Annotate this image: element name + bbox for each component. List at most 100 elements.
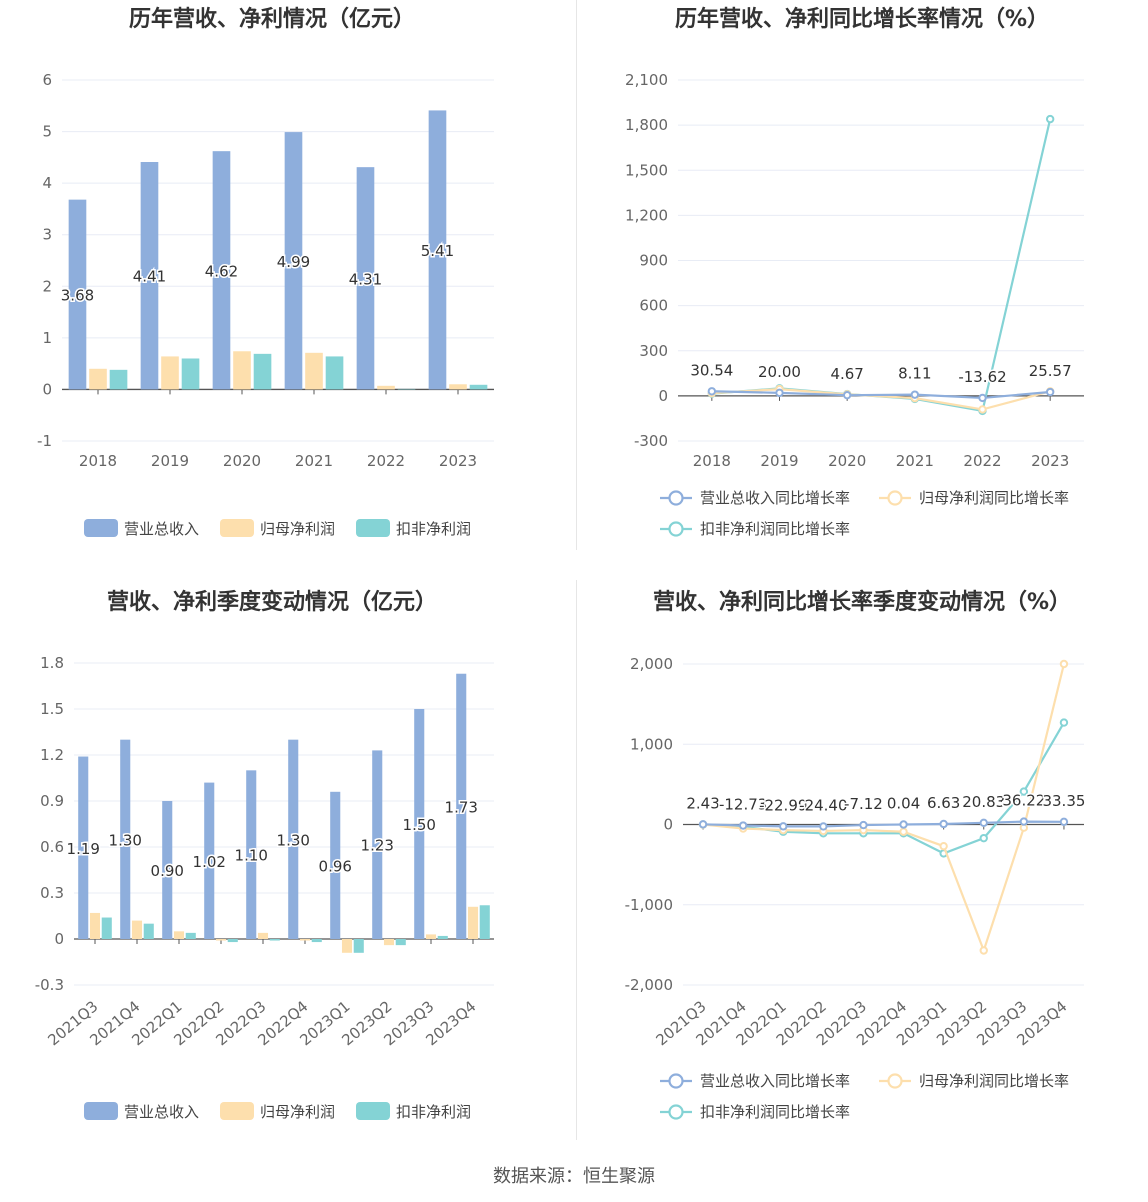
y-tick-label: 1,500	[625, 161, 668, 179]
legend-label: 归母净利润	[260, 1103, 335, 1121]
bar-parent-profit	[89, 368, 107, 390]
bar-parent-profit	[383, 939, 395, 946]
bar-value-label: 4.99	[277, 253, 310, 271]
legend-swatch	[84, 1102, 118, 1120]
chart-annual-amounts: 历年营收、净利情况（亿元） -1 0 1 2 3 4 5 6 2018 2019 2020 2021 20…	[0, 0, 574, 560]
bar-deducted-profit	[227, 939, 238, 943]
data-source-note: 数据来源：恒生聚源	[493, 1166, 655, 1187]
bar-value-label: 1.19	[67, 840, 100, 858]
y-tick-label: -1,000	[625, 896, 673, 914]
bar-revenue	[68, 199, 87, 390]
bar-deducted-profit	[185, 932, 196, 939]
series-point	[1059, 718, 1069, 727]
x-tick-label: 2018	[693, 452, 731, 470]
y-tick-label: 1	[42, 329, 52, 347]
bar-value-label: 1.50	[403, 816, 436, 834]
y-tick-label: 0	[658, 387, 668, 405]
bar-deducted-profit	[181, 358, 200, 390]
y-tick-label: 1.5	[40, 700, 64, 718]
bar-parent-profit	[449, 384, 467, 390]
series-point	[698, 820, 708, 829]
bar-parent-profit	[173, 931, 185, 939]
y-tick-label: 0.6	[40, 838, 64, 856]
y-tick-label: 0	[663, 816, 673, 834]
point-value-label: 33.35	[1042, 792, 1085, 810]
x-tick-label: 2022	[367, 452, 405, 470]
bar-parent-profit	[299, 939, 311, 941]
bar-deducted-profit	[469, 384, 488, 390]
y-tick-label: 0	[42, 380, 52, 398]
series-point	[1045, 387, 1055, 397]
bar-revenue	[246, 770, 257, 939]
point-value-label: 8.11	[898, 365, 931, 383]
bar-revenue	[428, 110, 447, 390]
series-point	[707, 387, 717, 396]
legend-marker	[668, 1104, 684, 1120]
legend-label: 扣非净利润同比增长率	[700, 520, 850, 538]
y-tick-label: 3	[42, 226, 52, 244]
legend-label: 营业总收入同比增长率	[700, 489, 850, 507]
y-tick-label: 300	[639, 342, 668, 360]
bar-deducted-profit	[101, 917, 112, 939]
chart-title: 营收、净利季度变动情况（亿元）	[107, 589, 437, 615]
y-tick-label: 5	[42, 123, 52, 141]
y-tick-label: 1,800	[625, 116, 668, 134]
series-line-parent-profit-growth	[702, 663, 1066, 954]
bar-value-label: 0.90	[151, 862, 184, 880]
point-value-label: 20.00	[758, 363, 801, 381]
series-point	[1059, 659, 1069, 669]
series-point	[779, 822, 788, 831]
y-tick-label: 600	[639, 297, 668, 315]
legend-label: 营业总收入同比增长率	[700, 1072, 850, 1090]
series-point	[899, 820, 908, 829]
y-tick-label: 2,100	[625, 71, 668, 89]
x-tick-label: 2020	[828, 452, 866, 470]
legend-label: 扣非净利润同比增长率	[700, 1103, 850, 1121]
bar-deducted-profit	[253, 353, 272, 390]
point-value-label: -13.62	[958, 368, 1006, 386]
series-point	[910, 390, 920, 399]
series-point	[939, 819, 948, 829]
bar-value-label: 1.30	[277, 831, 310, 849]
chart-title: 历年营收、净利同比增长率情况（%）	[675, 6, 1049, 32]
series-line-parent-profit-growth	[711, 388, 1051, 411]
legend-swatch	[356, 1102, 390, 1120]
x-tick-label: 2021	[295, 452, 333, 470]
point-value-label: 20.83	[962, 793, 1005, 811]
chart-quarterly-amounts: 营收、净利季度变动情况（亿元） -0.3 0 0.3 0.6 0.9 1.2 1.5 1.8 20…	[0, 578, 574, 1150]
point-value-label: 2.43	[686, 794, 719, 812]
point-value-label: 36.22	[1002, 792, 1045, 810]
bar-revenue	[204, 782, 215, 939]
bar-revenue	[330, 791, 341, 939]
bar-value-label: 4.41	[133, 268, 166, 286]
series-point	[978, 405, 987, 414]
series-line-deducted-profit-growth	[702, 722, 1065, 855]
legend-label: 归母净利润同比增长率	[919, 489, 1069, 507]
x-tick-label: 2019	[760, 452, 798, 470]
bar-revenue	[140, 161, 159, 390]
point-value-label: 30.54	[690, 361, 733, 379]
legend-label: 营业总收入	[124, 520, 199, 538]
bar-parent-profit	[161, 356, 179, 390]
bar-value-label: 0.96	[319, 857, 352, 875]
legend-marker	[887, 1073, 903, 1089]
bar-parent-profit	[215, 939, 227, 941]
x-tick-label: 2023	[439, 452, 477, 470]
x-tick-label: 2018	[79, 452, 117, 470]
bar-deducted-profit	[353, 939, 364, 953]
bar-value-label: 1.10	[235, 847, 268, 865]
bar-value-label: 3.68	[61, 287, 94, 305]
y-tick-label: 900	[639, 252, 668, 270]
bar-parent-profit	[425, 934, 437, 939]
bar-revenue	[284, 132, 303, 390]
point-value-label: 6.63	[927, 794, 960, 812]
y-tick-label: 0.9	[40, 792, 64, 810]
series-line-revenue-growth	[711, 390, 1051, 400]
bar-deducted-profit	[325, 356, 344, 390]
bar-deducted-profit	[397, 388, 416, 390]
bar-revenue	[78, 756, 89, 939]
bar-revenue	[356, 167, 375, 390]
y-tick-label: 6	[42, 71, 52, 89]
bar-deducted-profit	[437, 935, 448, 939]
series-point	[979, 818, 988, 828]
